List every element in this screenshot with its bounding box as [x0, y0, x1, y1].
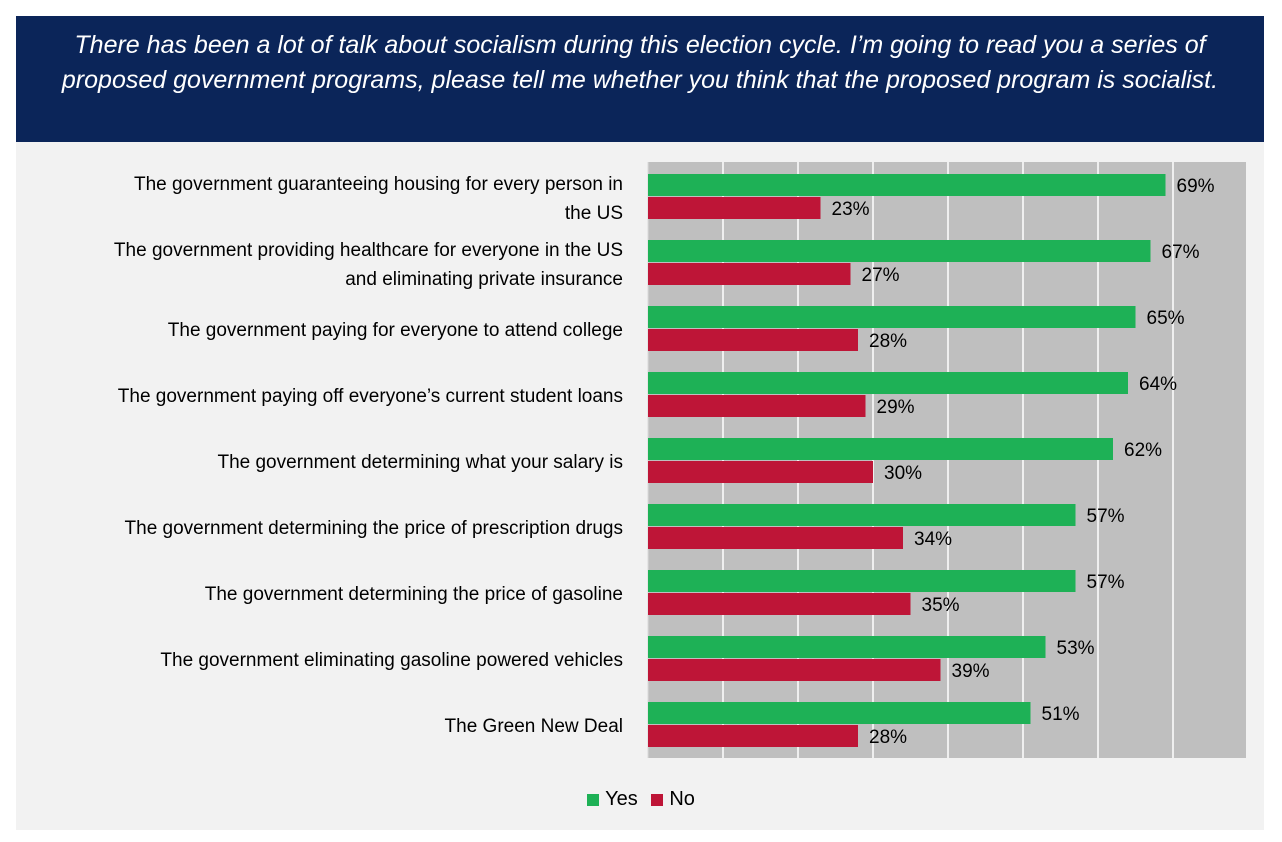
data-label-yes: 67%	[1162, 242, 1200, 263]
bar-yes	[648, 372, 1128, 394]
data-label-no: 35%	[922, 595, 960, 616]
legend-item-yes: Yes	[587, 788, 638, 811]
data-label-yes: 53%	[1057, 638, 1095, 659]
data-label-yes: 57%	[1087, 572, 1125, 593]
legend: Yes No	[0, 788, 1282, 812]
category-label: The government paying for everyone to at…	[168, 320, 623, 341]
data-label-yes: 62%	[1124, 440, 1162, 461]
bar-no	[648, 263, 851, 285]
category-label: The government eliminating gasoline powe…	[160, 650, 623, 671]
data-label-no: 34%	[914, 529, 952, 550]
bar-yes	[648, 702, 1031, 724]
data-label-no: 29%	[877, 397, 915, 418]
bar-yes	[648, 240, 1151, 262]
legend-swatch-no	[651, 793, 664, 806]
category-label: The government determining the price of …	[205, 584, 623, 605]
bar-yes	[648, 306, 1136, 328]
data-label-no: 23%	[832, 199, 870, 220]
bar-yes	[648, 174, 1166, 196]
data-label-no: 27%	[862, 265, 900, 286]
data-label-no: 39%	[952, 661, 990, 682]
bar-yes	[648, 504, 1076, 526]
bar-no	[648, 527, 903, 549]
category-label: The government determining the price of …	[125, 518, 623, 539]
legend-item-no: No	[651, 788, 695, 811]
data-label-yes: 69%	[1177, 176, 1215, 197]
bar-no	[648, 329, 858, 351]
category-label: The government guaranteeing housing for …	[134, 174, 623, 224]
bar-no	[648, 197, 821, 219]
data-label-no: 30%	[884, 463, 922, 484]
legend-label-yes: Yes	[605, 788, 638, 810]
data-label-no: 28%	[869, 331, 907, 352]
category-label: The government paying off everyone’s cur…	[118, 386, 623, 407]
bar-yes	[648, 438, 1113, 460]
chart-title: There has been a lot of talk about socia…	[16, 16, 1264, 142]
bar-yes	[648, 636, 1046, 658]
legend-label-no: No	[669, 788, 695, 810]
legend-swatch-yes	[587, 793, 600, 806]
category-label: The government determining what your sal…	[217, 452, 623, 473]
bar-no	[648, 461, 873, 483]
category-label: The government providing healthcare for …	[114, 240, 623, 290]
bar-no	[648, 659, 941, 681]
data-label-yes: 65%	[1147, 308, 1185, 329]
category-label: The Green New Deal	[445, 716, 623, 737]
data-label-yes: 51%	[1042, 704, 1080, 725]
data-label-yes: 57%	[1087, 506, 1125, 527]
bar-no	[648, 725, 858, 747]
data-label-yes: 64%	[1139, 374, 1177, 395]
bar-yes	[648, 570, 1076, 592]
data-label-no: 28%	[869, 727, 907, 748]
bar-no	[648, 395, 866, 417]
bar-no	[648, 593, 911, 615]
